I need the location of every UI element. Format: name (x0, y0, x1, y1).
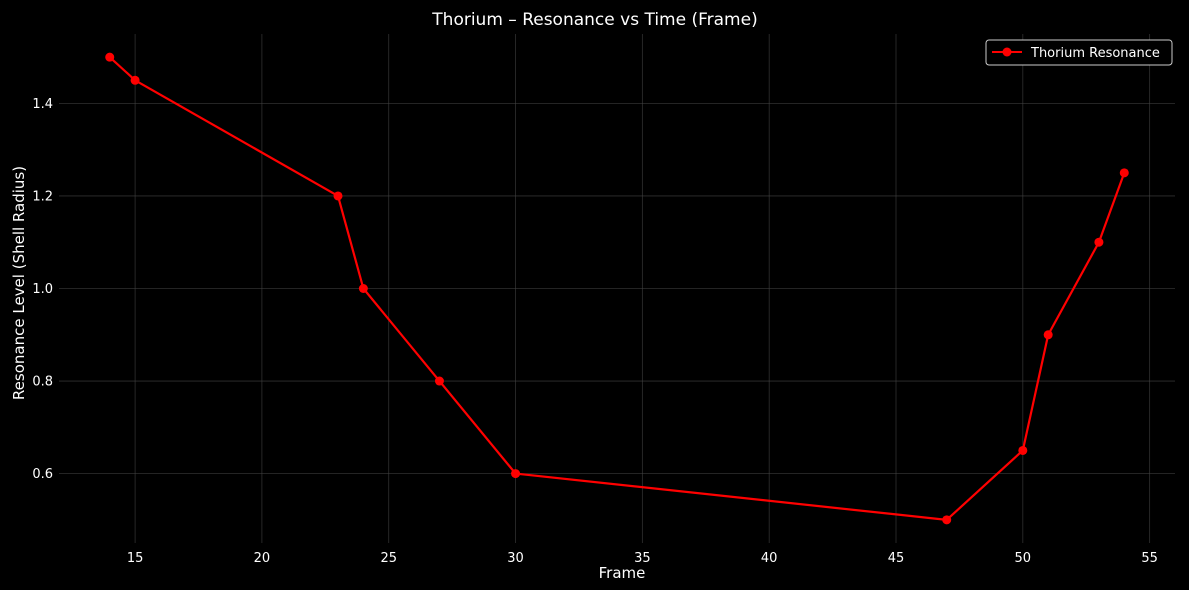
x-tick-label: 55 (1141, 551, 1158, 566)
chart-title: Thorium – Resonance vs Time (Frame) (431, 10, 757, 30)
data-point (434, 376, 444, 386)
data-point (333, 191, 343, 201)
data-point (105, 52, 115, 62)
y-tick-label: 0.8 (32, 375, 53, 390)
x-tick-label: 30 (507, 551, 524, 566)
y-tick-label: 1.2 (32, 189, 53, 204)
x-tick-label: 40 (761, 551, 778, 566)
x-tick-label: 35 (634, 551, 651, 566)
legend-marker (1002, 47, 1012, 57)
data-point (511, 469, 521, 479)
x-axis-label: Frame (599, 564, 646, 582)
legend: Thorium Resonance (985, 39, 1173, 66)
x-tick-label: 15 (127, 551, 144, 566)
series-layer (105, 52, 1129, 525)
y-tick-label: 0.6 (32, 467, 53, 482)
x-tick-label: 50 (1015, 551, 1032, 566)
y-tick-label: 1.4 (32, 97, 53, 112)
data-point (1119, 168, 1129, 178)
x-tick-label: 20 (254, 551, 271, 566)
data-point (1043, 330, 1053, 340)
data-point (130, 75, 140, 85)
data-point (942, 515, 952, 525)
x-tick-label: 45 (888, 551, 905, 566)
x-tick-label: 25 (380, 551, 397, 566)
data-point (1094, 237, 1104, 247)
legend-label: Thorium Resonance (1030, 46, 1160, 61)
grid-lines (59, 34, 1175, 543)
y-tick-label: 1.0 (32, 282, 53, 297)
y-axis-label: Resonance Level (Shell Radius) (10, 166, 28, 400)
tick-labels: 15 20 25 30 35 40 45 50 55 0.6 0.8 1.0 1.2 1.4 (32, 97, 1158, 566)
legend-box (985, 39, 1173, 66)
data-point (1018, 445, 1028, 455)
data-point (358, 284, 368, 293)
